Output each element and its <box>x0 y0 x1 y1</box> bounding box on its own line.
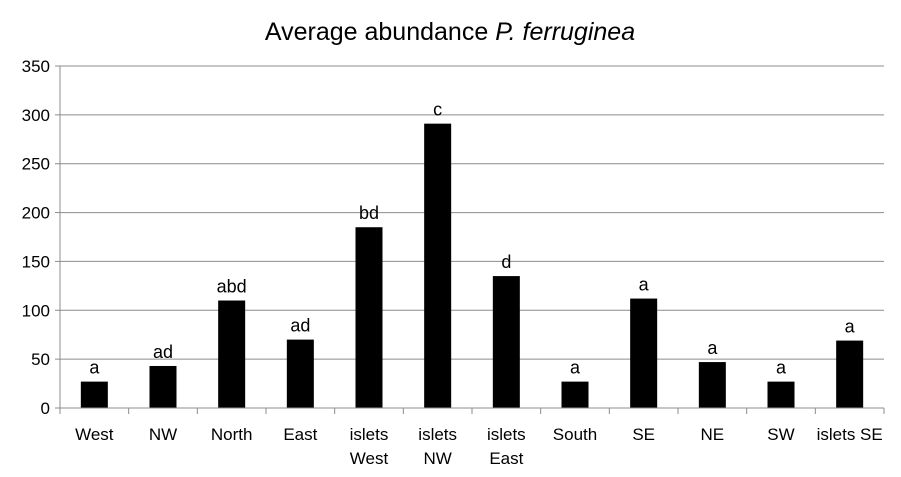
gridlines <box>60 65 884 360</box>
chart-title-main: Average abundance <box>265 18 488 46</box>
significance-label: ad <box>153 342 173 362</box>
x-category-label-line: West <box>75 425 114 444</box>
bar-2 <box>218 300 246 408</box>
x-category-label-line: SE <box>632 425 655 444</box>
x-category-label-line: SW <box>767 425 794 444</box>
significance-label: a <box>707 338 718 358</box>
significance-label: a <box>639 275 650 295</box>
chart-title: Average abundance P. ferruginea <box>265 18 635 46</box>
y-tick-label: 350 <box>22 57 50 76</box>
significance-label: a <box>570 358 581 378</box>
y-tick-label: 150 <box>22 252 50 271</box>
y-tick-label: 50 <box>31 350 50 369</box>
significance-label: c <box>433 100 442 120</box>
x-category-label: NW <box>149 425 177 444</box>
bar-10 <box>767 381 795 408</box>
x-category-label: islets East <box>487 425 526 468</box>
bar-4 <box>355 227 383 408</box>
x-category-label: NE <box>701 425 725 444</box>
significance-label: ad <box>290 316 310 336</box>
x-category-label: islets NW <box>418 425 457 468</box>
x-category-label-line: islets <box>350 425 389 444</box>
x-category-label-line: South <box>553 425 597 444</box>
y-tick-label: 100 <box>22 301 50 320</box>
x-axis-ticks <box>59 407 885 414</box>
significance-label: d <box>501 252 511 272</box>
x-category-label-line: NW <box>149 425 177 444</box>
y-axis-ticks: 0 50 100 150 200 250 300 350 <box>22 57 61 418</box>
bars <box>80 123 864 408</box>
bar-8 <box>630 298 658 408</box>
significance-label: a <box>89 358 100 378</box>
y-tick-label: 0 <box>41 399 50 418</box>
x-category-label: SE <box>632 425 655 444</box>
significance-label: bd <box>359 203 379 223</box>
x-category-label: West <box>75 425 114 444</box>
y-tick-label: 250 <box>22 155 50 174</box>
x-category-label: islets West <box>350 425 389 468</box>
x-category-label: East <box>283 425 317 444</box>
bar-1 <box>149 365 177 408</box>
x-category-label-line: NE <box>701 425 725 444</box>
significance-label: a <box>776 358 787 378</box>
x-category-label-line: West <box>350 449 389 468</box>
bar-0 <box>80 381 108 408</box>
x-category-label: SW <box>767 425 794 444</box>
significance-label: a <box>845 317 856 337</box>
chart-title-species: P. ferruginea <box>495 18 635 46</box>
x-category-label-line: NW <box>424 449 452 468</box>
bar-11 <box>836 340 864 408</box>
significance-labels: a ad abd ad bd c d a a a a a <box>89 100 855 378</box>
bar-7 <box>561 381 589 408</box>
bar-3 <box>286 339 314 408</box>
bar-9 <box>698 362 726 408</box>
x-axis-category-labels: West NW North East islets West islets NW islets E… <box>75 425 883 468</box>
bar-6 <box>492 276 520 408</box>
x-category-label-line: islets <box>418 425 457 444</box>
y-tick-label: 300 <box>22 106 50 125</box>
significance-label: abd <box>217 277 247 297</box>
x-category-label-line: islets <box>487 425 526 444</box>
x-category-label: North <box>211 425 253 444</box>
x-category-label-line: East <box>489 449 523 468</box>
x-category-label-line: islets SE <box>817 425 883 444</box>
x-category-label: islets SE <box>817 425 883 444</box>
x-category-label-line: East <box>283 425 317 444</box>
y-tick-label: 200 <box>22 204 50 223</box>
bar-5 <box>424 123 452 408</box>
x-category-label: South <box>553 425 597 444</box>
x-category-label-line: North <box>211 425 253 444</box>
